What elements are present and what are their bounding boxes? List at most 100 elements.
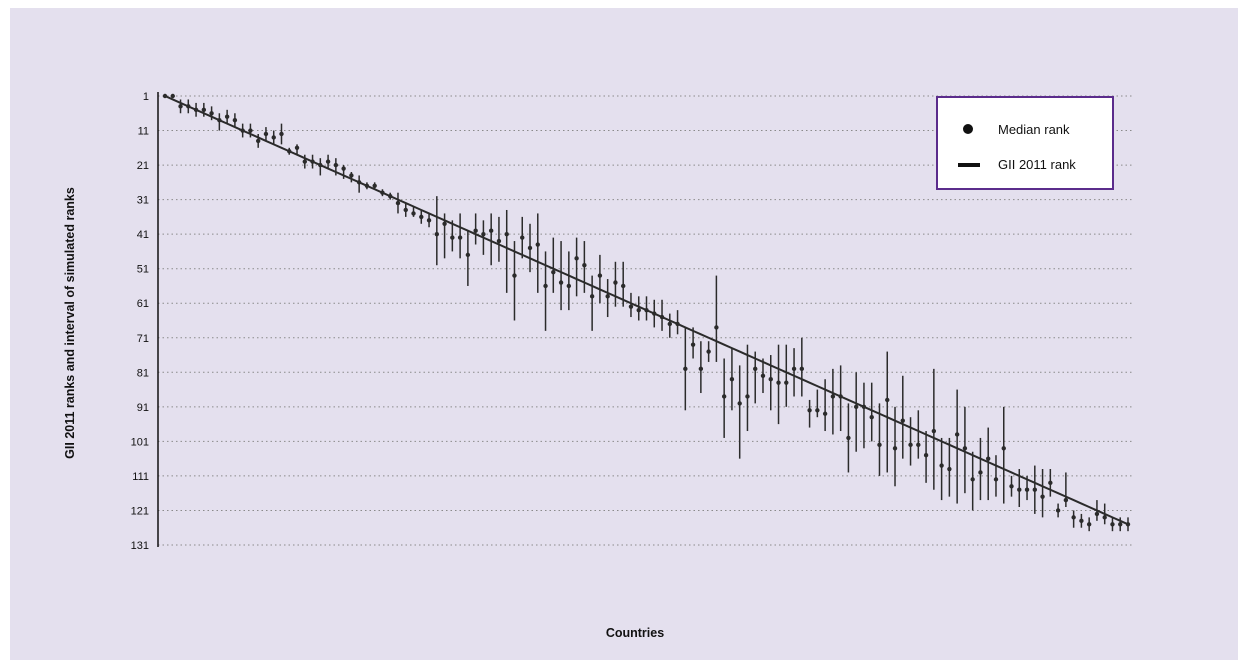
median-rank-point — [1032, 487, 1038, 492]
median-rank-point — [481, 231, 486, 237]
median-rank-point — [978, 470, 983, 475]
median-rank-point — [644, 307, 649, 313]
median-rank-point — [885, 397, 890, 403]
legend-median-marker — [963, 124, 973, 134]
median-rank-point — [1071, 515, 1076, 520]
median-rank-point — [287, 149, 292, 154]
median-rank-point — [947, 466, 952, 472]
median-rank-point — [255, 138, 261, 144]
median-rank-point — [442, 221, 447, 226]
median-rank-point — [1094, 511, 1100, 517]
median-rank-points — [162, 93, 1131, 527]
median-rank-point — [240, 128, 245, 133]
legend-box — [936, 96, 1114, 190]
median-rank-point — [1102, 515, 1107, 520]
median-rank-point — [263, 131, 269, 137]
median-rank-point — [753, 366, 758, 372]
median-rank-point — [496, 238, 502, 244]
median-rank-point — [457, 235, 463, 240]
median-rank-point — [193, 107, 199, 113]
median-rank-point — [566, 283, 572, 289]
y-tick-label: 31 — [137, 195, 149, 207]
median-rank-point — [768, 377, 773, 382]
median-rank-point — [333, 162, 339, 168]
median-rank-point — [201, 107, 207, 113]
median-rank-point — [962, 446, 968, 451]
y-tick-label: 91 — [137, 402, 149, 414]
x-axis-title: Countries — [606, 626, 664, 640]
median-rank-point — [186, 104, 191, 109]
median-rank-point — [512, 273, 517, 278]
median-rank-point — [605, 294, 610, 299]
median-rank-point — [659, 314, 665, 320]
median-rank-point — [597, 273, 603, 278]
median-rank-point — [931, 428, 937, 434]
median-rank-point — [356, 180, 362, 185]
median-rank-point — [1125, 522, 1131, 527]
median-rank-point — [675, 321, 680, 327]
median-rank-point — [807, 408, 812, 413]
median-rank-point — [613, 280, 618, 285]
median-rank-point — [760, 373, 766, 378]
median-rank-point — [527, 245, 533, 251]
median-rank-point — [714, 325, 719, 330]
median-rank-point — [178, 104, 183, 109]
median-rank-point — [776, 380, 781, 385]
median-rank-point — [1040, 494, 1045, 499]
median-rank-point — [853, 404, 859, 410]
median-rank-point — [1001, 446, 1006, 451]
median-rank-point — [582, 263, 587, 268]
median-rank-point — [372, 183, 377, 188]
y-tick-label: 121 — [131, 505, 149, 517]
median-rank-point — [232, 117, 238, 123]
median-rank-point — [341, 166, 346, 171]
median-rank-point — [1063, 497, 1069, 503]
median-rank-point — [349, 173, 354, 178]
median-rank-point — [271, 135, 276, 140]
median-rank-point — [535, 242, 540, 247]
median-rank-point — [916, 442, 921, 448]
median-rank-point — [698, 366, 704, 372]
median-rank-point — [388, 193, 393, 199]
y-tick-label: 41 — [137, 229, 149, 241]
median-rank-point — [473, 228, 478, 233]
median-rank-point — [838, 394, 843, 399]
median-rank-point — [846, 435, 851, 441]
legend-rank-label: GII 2011 rank — [998, 157, 1076, 172]
y-tick-label: 11 — [138, 126, 149, 138]
median-rank-point — [1118, 522, 1123, 527]
median-rank-point — [869, 415, 874, 420]
median-rank-point — [434, 231, 440, 237]
median-rank-point — [465, 252, 471, 258]
median-rank-point — [162, 93, 168, 99]
median-rank-point — [986, 456, 991, 461]
median-rank-point — [279, 131, 284, 137]
median-rank-point — [923, 453, 929, 458]
median-rank-point — [900, 418, 905, 423]
median-rank-point — [815, 408, 820, 413]
median-rank-point — [1079, 518, 1084, 524]
median-rank-point — [1017, 487, 1022, 492]
median-rank-point — [488, 228, 494, 233]
median-rank-point — [729, 377, 735, 382]
median-rank-point — [364, 183, 370, 188]
median-rank-point — [799, 366, 805, 372]
median-rank-point — [248, 128, 253, 133]
median-rank-point — [970, 477, 975, 482]
median-rank-point — [450, 235, 455, 240]
median-rank-point — [667, 321, 672, 327]
median-rank-point — [1110, 522, 1115, 527]
y-tick-label: 21 — [137, 160, 149, 172]
median-rank-point — [520, 235, 525, 240]
median-rank-point — [558, 280, 564, 285]
median-rank-point — [294, 145, 300, 151]
median-rank-point — [574, 256, 579, 261]
median-rank-point — [209, 111, 214, 116]
chart-panel: 1 11 21 31 41 51 61 71 81 91 101 111 121 131 Median r… — [10, 8, 1238, 660]
median-rank-point — [737, 401, 742, 406]
median-rank-point — [636, 307, 641, 313]
median-rank-point — [892, 446, 898, 451]
median-rank-point — [543, 283, 548, 289]
